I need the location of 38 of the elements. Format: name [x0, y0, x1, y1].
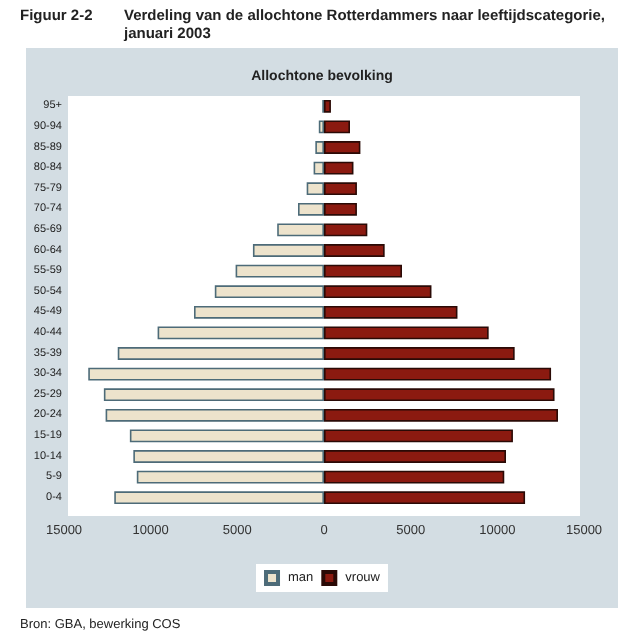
bar	[117, 347, 324, 360]
bar	[105, 408, 324, 422]
bar	[324, 326, 489, 340]
bar	[315, 141, 324, 154]
bar	[298, 202, 324, 216]
bar	[235, 264, 324, 278]
bar	[324, 244, 385, 257]
bar	[103, 388, 324, 402]
bar	[88, 367, 324, 381]
bar	[157, 326, 324, 340]
bar	[114, 491, 324, 505]
bar	[324, 388, 555, 402]
bar	[324, 202, 357, 216]
bar	[324, 408, 558, 422]
bar	[324, 120, 350, 134]
bar	[324, 305, 458, 319]
bar	[324, 161, 354, 175]
bar	[214, 285, 324, 299]
bar	[324, 491, 526, 505]
bar	[306, 182, 324, 196]
bar	[277, 223, 324, 237]
bar	[324, 347, 515, 360]
bar	[324, 450, 506, 463]
bar	[252, 244, 324, 257]
bar	[129, 429, 324, 443]
bar	[324, 99, 331, 113]
bar	[313, 161, 324, 175]
bar	[324, 223, 368, 237]
bar	[324, 264, 402, 278]
bar	[133, 450, 324, 463]
bar	[194, 305, 324, 319]
bar	[136, 470, 324, 484]
bar	[324, 470, 505, 484]
bar	[324, 367, 552, 381]
bar	[324, 141, 361, 154]
bar	[324, 182, 357, 196]
bar	[324, 429, 513, 443]
bar	[324, 285, 432, 299]
